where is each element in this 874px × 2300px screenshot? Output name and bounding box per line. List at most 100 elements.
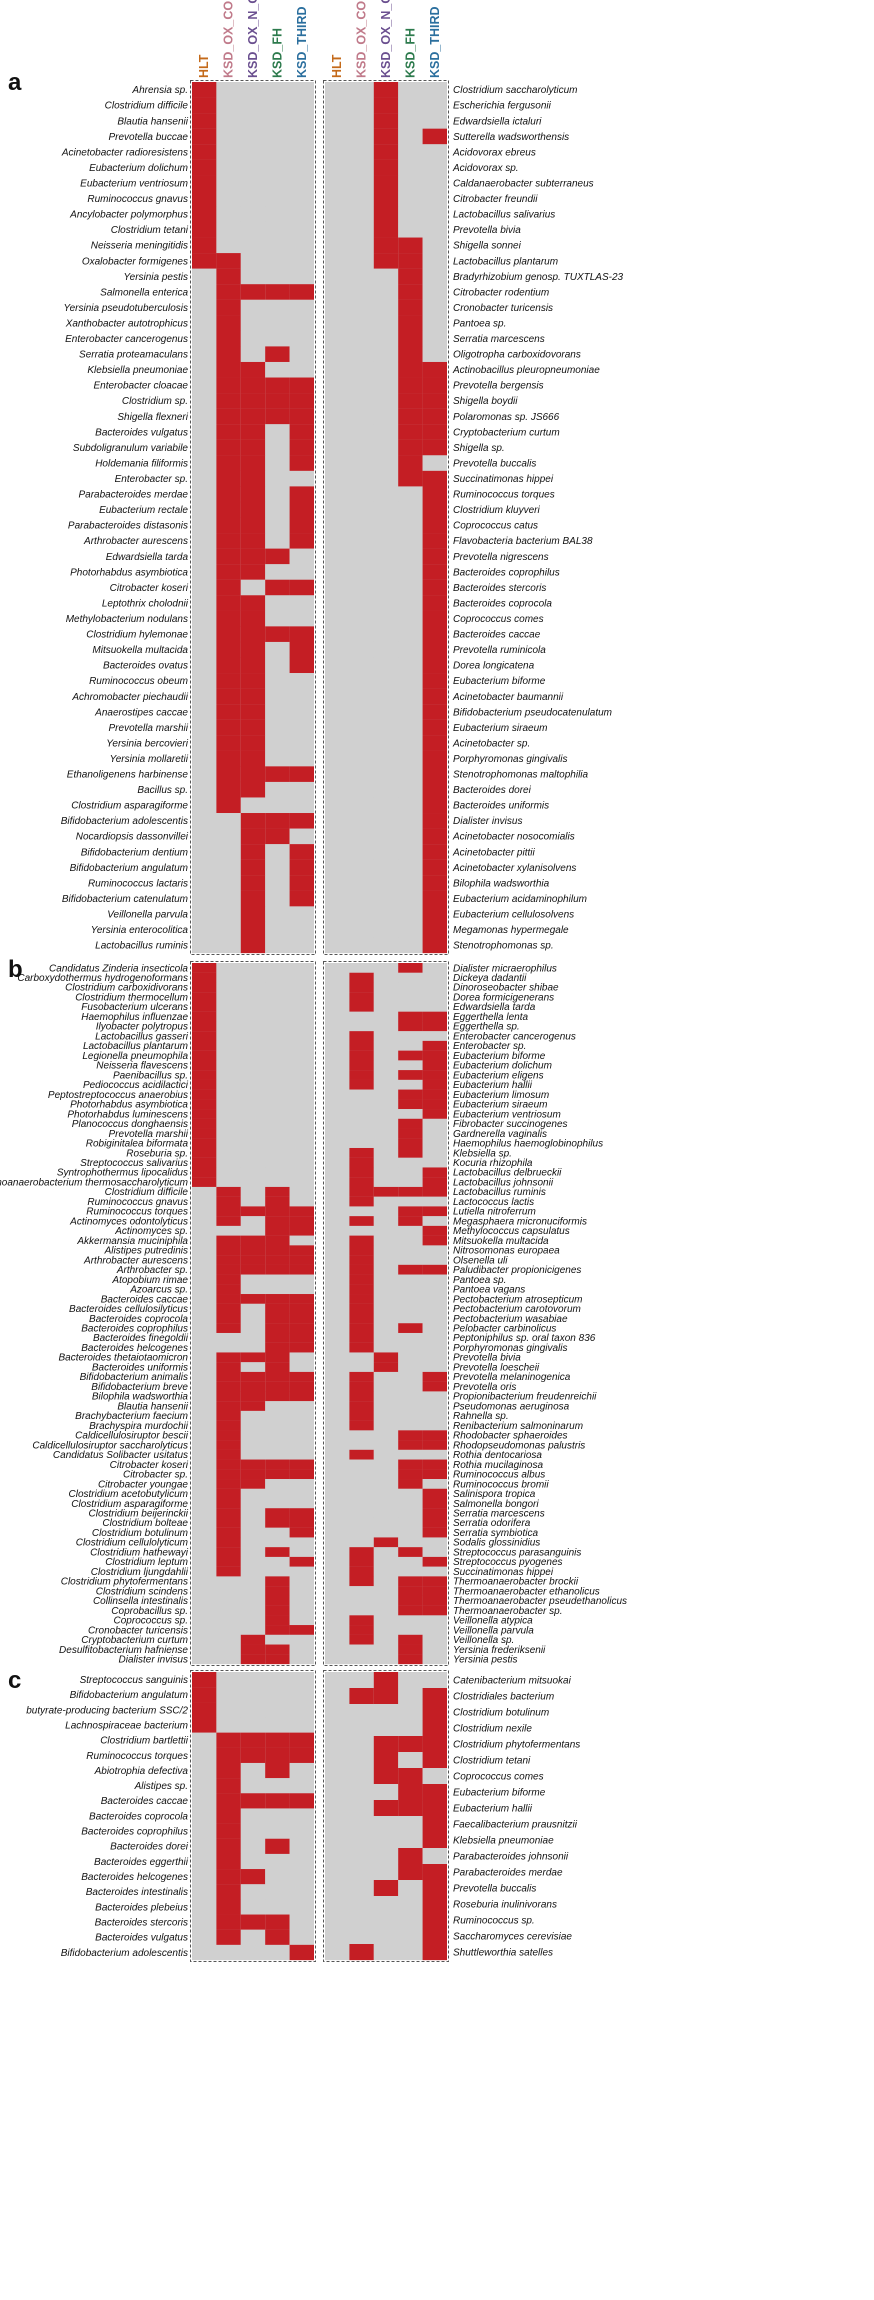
heatmap-cell-a-right-47-4 xyxy=(422,813,447,829)
heatmap-cell-c-right-17-0 xyxy=(325,1944,350,1961)
row-label: Bacteroides ovatus xyxy=(103,661,188,672)
heatmap-cell-b-left-58-1 xyxy=(216,1527,241,1538)
heatmap-cell-b-left-45-3 xyxy=(265,1401,290,1412)
row-label: Oligotropha carboxidovorans xyxy=(453,350,581,361)
heatmap-cell-a-right-42-4 xyxy=(422,735,447,751)
heatmap-cell-a-right-8-3 xyxy=(398,206,423,223)
heatmap-cell-b-right-42-4 xyxy=(422,1371,447,1382)
heatmap-cell-a-right-20-3 xyxy=(398,393,423,409)
heatmap-cell-b-left-63-1 xyxy=(216,1576,241,1587)
heatmap-cell-a-left-39-1 xyxy=(216,688,241,705)
heatmap-cell-b-left-64-1 xyxy=(216,1586,241,1596)
row-label: Akkermansia muciniphila xyxy=(76,1236,188,1247)
column-label-ksd-third-left: KSD_THIRD xyxy=(295,6,309,78)
heatmap-cell-b-left-71-4 xyxy=(289,1654,314,1665)
row-label: Peptostreptococcus anaerobius xyxy=(48,1090,188,1101)
heatmap-cell-c-right-10-4 xyxy=(422,1832,447,1849)
heatmap-cell-a-left-18-3 xyxy=(265,361,290,378)
heatmap-cell-b-left-41-3 xyxy=(265,1362,290,1373)
heatmap-cell-a-right-33-3 xyxy=(398,595,423,611)
heatmap-cell-a-right-34-0 xyxy=(325,610,350,627)
row-label: Bacteroides coprocola xyxy=(89,1314,188,1325)
row-label: Veillonella sp. xyxy=(453,1635,514,1646)
heatmap-cell-b-left-68-1 xyxy=(216,1625,241,1635)
row-label: Candidatus Zinderia insecticola xyxy=(49,963,188,974)
heatmap-cell-b-left-29-3 xyxy=(265,1245,290,1256)
row-label: Eubacterium biforme xyxy=(453,1787,546,1798)
heatmap-cell-b-right-55-1 xyxy=(349,1498,374,1509)
heatmap-cell-a-right-46-4 xyxy=(422,797,447,814)
row-label: Cronobacter turicensis xyxy=(453,303,553,314)
heatmap-cell-b-left-63-4 xyxy=(289,1576,314,1587)
heatmap-cell-b-left-68-3 xyxy=(265,1625,290,1635)
heatmap-cell-b-right-44-0 xyxy=(325,1391,350,1402)
heatmap-cell-b-right-15-1 xyxy=(349,1109,374,1119)
heatmap-cell-a-right-37-3 xyxy=(398,657,423,674)
heatmap-cell-a-left-14-0 xyxy=(192,299,217,316)
heatmap-cell-a-left-10-2 xyxy=(240,237,266,254)
heatmap-cell-b-left-5-0 xyxy=(192,1011,217,1022)
heatmap-cell-a-left-48-3 xyxy=(265,828,290,845)
heatmap-cell-a-left-13-1 xyxy=(216,284,241,300)
heatmap-cell-a-left-46-1 xyxy=(216,797,241,814)
heatmap-cell-a-left-5-0 xyxy=(192,159,217,176)
row-label: Citrobacter koseri xyxy=(110,583,189,594)
heatmap-cell-a-right-23-0 xyxy=(325,439,350,456)
heatmap-cell-b-right-32-3 xyxy=(398,1274,423,1285)
heatmap-cell-b-left-60-3 xyxy=(265,1547,290,1558)
heatmap-cell-a-left-9-4 xyxy=(289,221,314,238)
heatmap-cell-c-left-2-4 xyxy=(289,1702,314,1718)
heatmap-cell-c-right-8-4 xyxy=(422,1800,447,1817)
heatmap-cell-b-left-48-2 xyxy=(240,1430,266,1441)
heatmap-cell-c-right-16-0 xyxy=(325,1928,350,1945)
heatmap-cell-b-right-63-1 xyxy=(349,1576,374,1587)
row-label: Yersinia frederiksenii xyxy=(453,1645,546,1656)
row-label: Arthrobacter aurescens xyxy=(83,536,188,547)
heatmap-cell-c-left-12-2 xyxy=(240,1853,266,1870)
row-label: Gardnerella vaginalis xyxy=(453,1129,547,1140)
heatmap-cell-b-right-53-2 xyxy=(373,1479,399,1489)
heatmap-cell-b-left-7-0 xyxy=(192,1031,217,1042)
row-label: Yersinia enterocolitica xyxy=(91,925,189,936)
heatmap-block-b-left: Candidatus Zinderia insecticolaCarboxydo… xyxy=(0,961,316,1666)
heatmap-cell-b-right-65-3 xyxy=(398,1595,423,1606)
heatmap-cell-b-left-24-4 xyxy=(289,1196,314,1207)
heatmap-cell-b-right-48-4 xyxy=(422,1430,447,1441)
heatmap-cell-a-left-40-4 xyxy=(289,704,314,720)
heatmap-cell-a-left-18-1 xyxy=(216,361,241,378)
heatmap-cell-b-left-4-3 xyxy=(265,1001,290,1012)
heatmap-cell-a-left-10-3 xyxy=(265,237,290,254)
heatmap-cell-b-right-27-4 xyxy=(422,1225,447,1236)
row-label: Eubacterium acidaminophilum xyxy=(453,894,587,905)
heatmap-cell-b-right-53-3 xyxy=(398,1479,423,1489)
heatmap-cell-b-right-3-3 xyxy=(398,992,423,1003)
row-label: Pantoea sp. xyxy=(453,318,506,329)
heatmap-cell-a-right-2-4 xyxy=(422,113,447,129)
heatmap-cell-b-left-57-4 xyxy=(289,1517,314,1528)
row-label: Planococcus donghaensis xyxy=(72,1119,188,1130)
heatmap-cell-b-left-20-1 xyxy=(216,1157,241,1168)
heatmap-cell-a-right-45-0 xyxy=(325,781,350,798)
heatmap-cell-b-right-54-2 xyxy=(373,1488,399,1499)
heatmap-cell-a-left-19-0 xyxy=(192,377,217,394)
heatmap-cell-a-left-30-1 xyxy=(216,548,241,565)
heatmap-cell-a-left-49-0 xyxy=(192,844,217,860)
row-label: Renibacterium salmoninarum xyxy=(453,1421,583,1432)
heatmap-cell-a-right-28-1 xyxy=(349,517,374,534)
heatmap-cell-a-right-7-3 xyxy=(398,190,423,207)
heatmap-cell-b-left-6-0 xyxy=(192,1021,217,1032)
heatmap-cell-c-right-14-3 xyxy=(398,1896,423,1913)
heatmap-cell-a-right-50-2 xyxy=(373,859,399,876)
heatmap-cell-b-left-5-2 xyxy=(240,1011,266,1022)
heatmap-cell-b-right-39-2 xyxy=(373,1342,399,1353)
heatmap-cell-b-left-41-0 xyxy=(192,1362,217,1373)
heatmap-cell-a-right-25-2 xyxy=(373,470,399,487)
heatmap-cell-c-left-8-3 xyxy=(265,1793,290,1809)
heatmap-cell-b-left-60-0 xyxy=(192,1547,217,1558)
heatmap-cell-b-left-6-1 xyxy=(216,1021,241,1032)
row-label: Photorhabdus asymbiotica xyxy=(70,567,188,578)
heatmap-cell-a-right-32-4 xyxy=(422,579,447,596)
row-label: Prevotella bergensis xyxy=(453,381,544,392)
heatmap-cell-a-left-5-4 xyxy=(289,159,314,176)
